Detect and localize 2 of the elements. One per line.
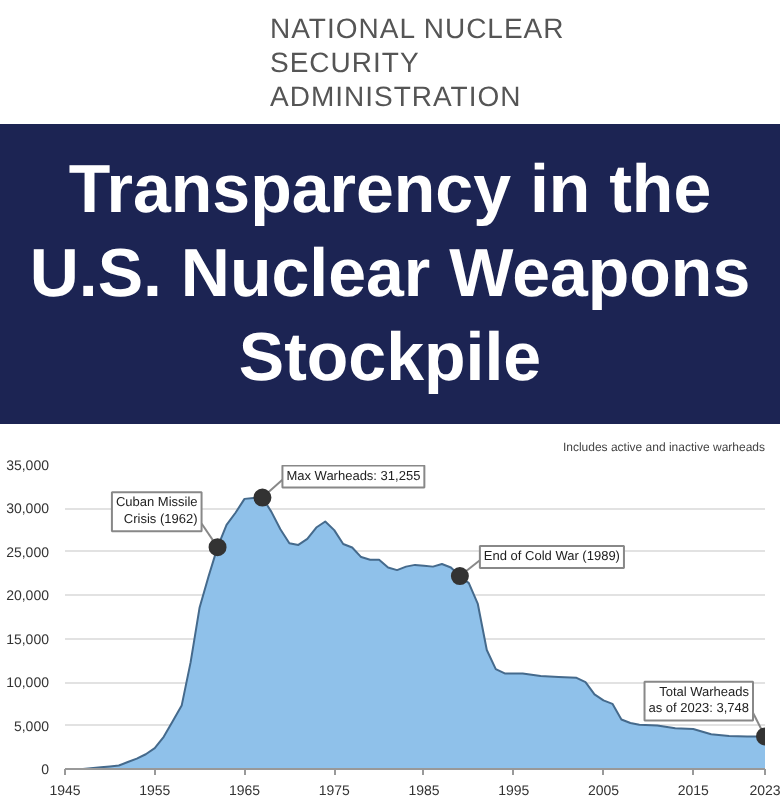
chart-title: Transparency in the U.S. Nuclear Weapons Stockpile <box>0 124 780 424</box>
text: NATIONAL NUCLEAR SECURITY ADMINISTRATION <box>268 9 567 115</box>
